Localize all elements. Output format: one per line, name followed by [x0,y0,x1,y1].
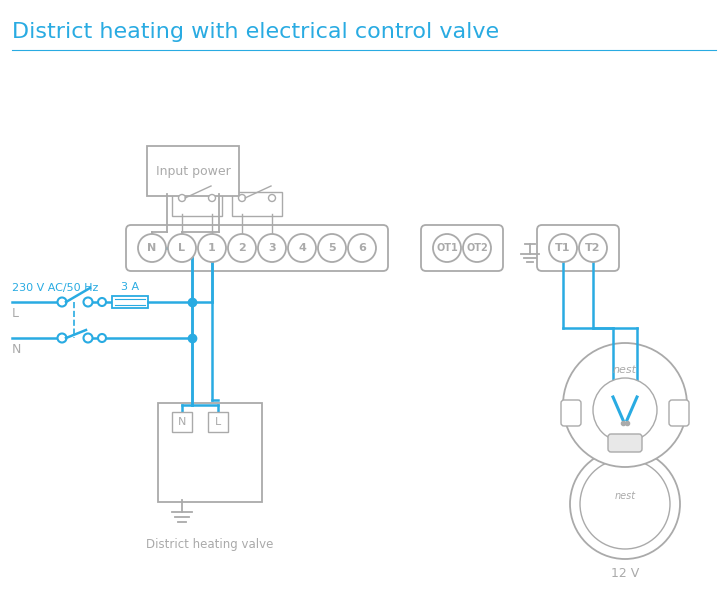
Circle shape [318,234,346,262]
Text: nest: nest [614,491,636,501]
Text: T1: T1 [555,243,571,253]
Text: District heating with electrical control valve: District heating with electrical control… [12,22,499,42]
Circle shape [269,194,275,201]
FancyBboxPatch shape [669,400,689,426]
FancyBboxPatch shape [158,403,262,502]
Text: OT2: OT2 [466,243,488,253]
Circle shape [579,234,607,262]
Circle shape [580,459,670,549]
Circle shape [549,234,577,262]
Circle shape [58,298,66,307]
Text: N: N [178,417,186,427]
FancyBboxPatch shape [126,225,388,271]
Text: OT1: OT1 [436,243,458,253]
Text: 230 V AC/50 Hz: 230 V AC/50 Hz [12,283,98,293]
Text: T2: T2 [585,243,601,253]
Circle shape [433,234,461,262]
Circle shape [593,378,657,442]
Circle shape [98,298,106,306]
FancyBboxPatch shape [537,225,619,271]
Circle shape [138,234,166,262]
Text: L: L [12,307,19,320]
FancyBboxPatch shape [172,192,222,216]
Text: L: L [215,417,221,427]
Circle shape [58,333,66,343]
Circle shape [570,449,680,559]
Circle shape [463,234,491,262]
FancyBboxPatch shape [112,296,148,308]
Circle shape [228,234,256,262]
Text: 3 A: 3 A [121,282,139,292]
Circle shape [563,343,687,467]
Text: nest: nest [613,365,637,375]
Circle shape [84,298,92,307]
Circle shape [178,194,186,201]
FancyBboxPatch shape [608,434,642,452]
Text: N: N [12,343,21,356]
Circle shape [84,333,92,343]
FancyBboxPatch shape [561,400,581,426]
Circle shape [258,234,286,262]
Circle shape [208,194,215,201]
FancyBboxPatch shape [208,412,228,432]
FancyBboxPatch shape [147,146,239,196]
Text: 12 V: 12 V [611,567,639,580]
Text: 3: 3 [268,243,276,253]
Text: 4: 4 [298,243,306,253]
Circle shape [239,194,245,201]
Text: 5: 5 [328,243,336,253]
Text: 2: 2 [238,243,246,253]
Text: 1: 1 [208,243,216,253]
Circle shape [348,234,376,262]
Text: Input power: Input power [156,165,230,178]
Circle shape [288,234,316,262]
Circle shape [168,234,196,262]
FancyBboxPatch shape [421,225,503,271]
Text: District heating valve: District heating valve [146,538,274,551]
Circle shape [98,334,106,342]
Text: N: N [147,243,157,253]
FancyBboxPatch shape [172,412,192,432]
Circle shape [198,234,226,262]
Text: 6: 6 [358,243,366,253]
Text: L: L [178,243,186,253]
FancyBboxPatch shape [232,192,282,216]
